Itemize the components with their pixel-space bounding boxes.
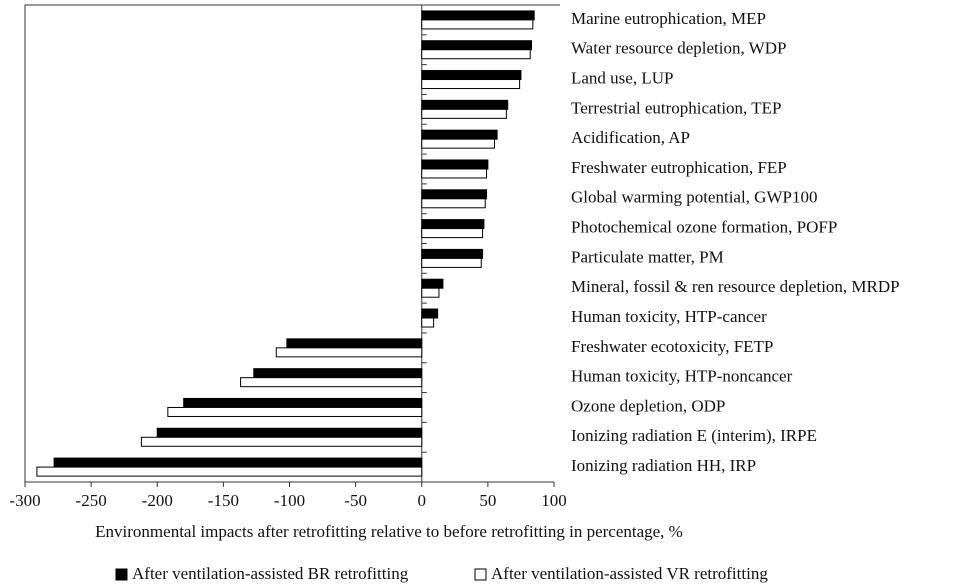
category-label: Mineral, fossil & ren resource depletion… — [571, 277, 900, 296]
bar — [156, 427, 423, 438]
x-tick-label: 0 — [418, 491, 427, 510]
bar — [421, 129, 498, 140]
bar — [421, 189, 488, 200]
x-tick-label: 50 — [479, 491, 496, 510]
category-label: Ozone depletion, ODP — [571, 396, 725, 415]
bar — [421, 257, 482, 268]
category-label: Water resource depletion, WDP — [571, 39, 786, 58]
bar — [253, 368, 423, 379]
bar — [286, 338, 423, 349]
legend-swatch — [115, 568, 128, 581]
category-label: Particulate matter, PM — [571, 247, 724, 266]
category-label: Land use, LUP — [571, 68, 673, 87]
category-label: Ionizing radiation HH, IRP — [571, 456, 756, 475]
bar — [421, 99, 509, 110]
category-label: Human toxicity, HTP-noncancer — [571, 367, 793, 386]
category-label: Freshwater ecotoxicity, FETP — [571, 337, 773, 356]
bar — [421, 287, 440, 298]
bar — [421, 10, 535, 21]
bar — [421, 79, 521, 90]
x-tick-label: 100 — [541, 491, 567, 510]
bar — [36, 466, 423, 477]
category-label: Ionizing radiation E (interim), IRPE — [571, 426, 817, 445]
category-label: Freshwater eutrophication, FEP — [571, 158, 787, 177]
bar — [275, 347, 423, 358]
bar — [421, 19, 534, 30]
category-label: Human toxicity, HTP-cancer — [571, 307, 767, 326]
category-label: Terrestrial eutrophication, TEP — [571, 98, 781, 117]
bar — [421, 219, 485, 230]
bar — [421, 138, 495, 149]
bar — [167, 406, 423, 417]
bar — [140, 436, 423, 447]
bar — [421, 198, 486, 209]
bar — [421, 248, 484, 259]
bar — [421, 40, 533, 51]
x-tick-label: -200 — [142, 491, 173, 510]
bar — [421, 228, 484, 239]
legend-swatch — [474, 568, 487, 581]
x-tick-label: -150 — [208, 491, 239, 510]
legend-label: After ventilation-assisted VR retrofitti… — [491, 564, 768, 583]
bar — [53, 457, 423, 468]
category-label: Global warming potential, GWP100 — [571, 188, 817, 207]
bar — [421, 49, 531, 60]
x-tick-label: -100 — [274, 491, 305, 510]
bar — [421, 159, 489, 170]
bar — [421, 278, 444, 289]
category-label: Photochemical ozone formation, POFP — [571, 218, 837, 237]
bar — [421, 308, 439, 319]
x-tick-label: -250 — [76, 491, 107, 510]
bar — [240, 377, 423, 388]
bar — [183, 397, 423, 408]
bar — [421, 168, 488, 179]
bar — [421, 70, 522, 81]
x-tick-label: -300 — [9, 491, 40, 510]
legend-label: After ventilation-assisted BR retrofitti… — [132, 564, 409, 583]
x-tick-label: -50 — [344, 491, 367, 510]
bar — [421, 317, 435, 328]
category-label: Acidification, AP — [571, 128, 690, 147]
category-label: Marine eutrophication, MEP — [571, 9, 766, 28]
x-axis-label: Environmental impacts after retrofitting… — [95, 522, 683, 541]
bar — [421, 108, 507, 119]
